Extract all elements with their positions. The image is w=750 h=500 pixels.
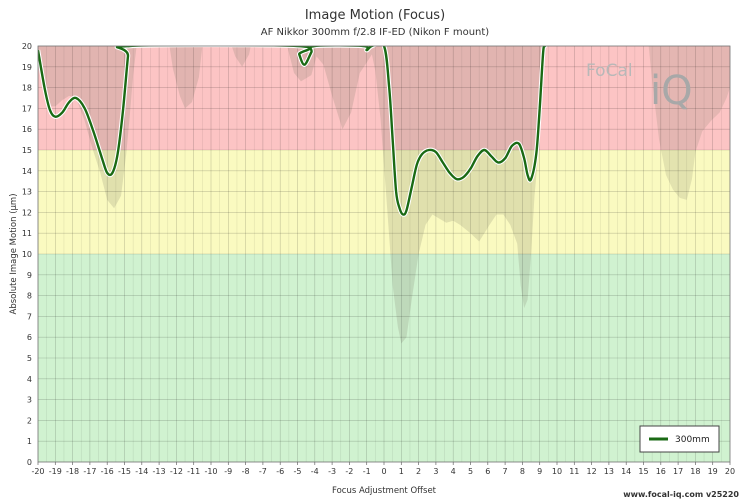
- y-tick-label: 17: [22, 104, 32, 113]
- legend-label: 300mm: [675, 435, 710, 445]
- x-tick-label: -5: [294, 467, 302, 476]
- y-tick-label: 20: [22, 42, 32, 51]
- footer-credit: www.focal-iq.com v25220: [623, 490, 739, 499]
- x-tick-label: -12: [170, 467, 183, 476]
- y-tick-label: 5: [27, 354, 32, 363]
- x-tick-label: 10: [552, 467, 562, 476]
- series-lines: [38, 46, 548, 217]
- y-tick-label: 18: [22, 84, 32, 93]
- x-tick-label: 3: [433, 467, 438, 476]
- x-tick-label: 14: [621, 467, 631, 476]
- chart-subtitle: AF Nikkor 300mm f/2.8 IF-ED (Nikon F mou…: [261, 27, 490, 38]
- x-tick-label: -20: [31, 467, 44, 476]
- x-tick-label: -1: [363, 467, 371, 476]
- y-tick-label: 8: [27, 292, 32, 301]
- x-tick-label: 17: [673, 467, 683, 476]
- watermark-iq: iQ: [650, 68, 693, 114]
- x-tick-label: -17: [83, 467, 96, 476]
- x-tick-label: -2: [345, 467, 353, 476]
- legend: 300mm: [639, 425, 720, 453]
- y-tick-label: 14: [22, 167, 32, 176]
- x-tick-label: -11: [187, 467, 200, 476]
- x-tick-label: -16: [101, 467, 114, 476]
- x-tick-label: 4: [451, 467, 456, 476]
- y-tick-label: 0: [27, 458, 32, 467]
- y-tick-label: 10: [22, 250, 32, 259]
- range-area-0: [38, 46, 545, 344]
- y-tick-label: 15: [22, 146, 32, 155]
- y-tick-label: 1: [27, 437, 32, 446]
- y-tick-label: 9: [27, 271, 32, 280]
- y-tick-label: 11: [22, 229, 32, 238]
- zone-bands: [38, 46, 730, 462]
- x-tick-label: -8: [242, 467, 250, 476]
- x-axis-label: Focus Adjustment Offset: [332, 486, 437, 496]
- watermark-logo: FoCal iQ: [586, 61, 693, 114]
- range-areas: [38, 46, 730, 344]
- x-tick-labels: -20 -19 -18 -17 -16 -15 -14 -13 -12 -11 -10 -9 -8 -7-…: [31, 462, 735, 476]
- x-tick-label: 20: [725, 467, 735, 476]
- x-tick-label: 9: [537, 467, 542, 476]
- x-tick-label: 7: [503, 467, 508, 476]
- y-tick-label: 7: [27, 312, 32, 321]
- x-tick-label: -13: [153, 467, 166, 476]
- chart-title: Image Motion (Focus): [305, 8, 445, 23]
- x-tick-label: 5: [468, 467, 473, 476]
- y-tick-label: 16: [22, 125, 32, 134]
- x-tick-label: 8: [520, 467, 525, 476]
- y-axis-label: Absolute Image Motion (µm): [9, 193, 19, 314]
- x-tick-label: 19: [708, 467, 718, 476]
- y-tick-label: 12: [22, 208, 32, 217]
- x-tick-label: 6: [485, 467, 490, 476]
- y-tick-label: 4: [27, 375, 32, 384]
- y-tick-label: 3: [27, 396, 32, 405]
- range-area-1: [648, 46, 730, 200]
- x-tick-label: -3: [328, 467, 336, 476]
- x-tick-label: 18: [690, 467, 700, 476]
- y-tick-label: 13: [22, 188, 32, 197]
- zone-band-2: [38, 46, 730, 150]
- x-tick-label: -18: [66, 467, 79, 476]
- y-tick-label: 6: [27, 333, 32, 342]
- y-tick-label: 2: [27, 416, 32, 425]
- x-tick-label: -6: [276, 467, 284, 476]
- x-tick-label: -14: [135, 467, 148, 476]
- x-tick-label: 2: [416, 467, 421, 476]
- grid-lines: [37, 45, 731, 463]
- zone-band-0: [38, 254, 730, 462]
- y-tick-label: 19: [22, 63, 32, 72]
- x-tick-label: 1: [399, 467, 404, 476]
- x-tick-label: 12: [587, 467, 597, 476]
- x-tick-label: -4: [311, 467, 319, 476]
- x-tick-label: -19: [49, 467, 62, 476]
- x-tick-label: -10: [204, 467, 217, 476]
- zone-band-1: [38, 150, 730, 254]
- x-tick-label: -7: [259, 467, 267, 476]
- x-tick-label: 0: [381, 467, 386, 476]
- x-tick-label: 16: [656, 467, 666, 476]
- watermark-brand: FoCal: [586, 61, 633, 81]
- x-tick-label: 11: [569, 467, 579, 476]
- series-line-0: [38, 46, 547, 216]
- x-tick-label: 13: [604, 467, 614, 476]
- x-tick-label: -9: [224, 467, 232, 476]
- x-tick-label: -15: [118, 467, 131, 476]
- x-tick-label: 15: [638, 467, 648, 476]
